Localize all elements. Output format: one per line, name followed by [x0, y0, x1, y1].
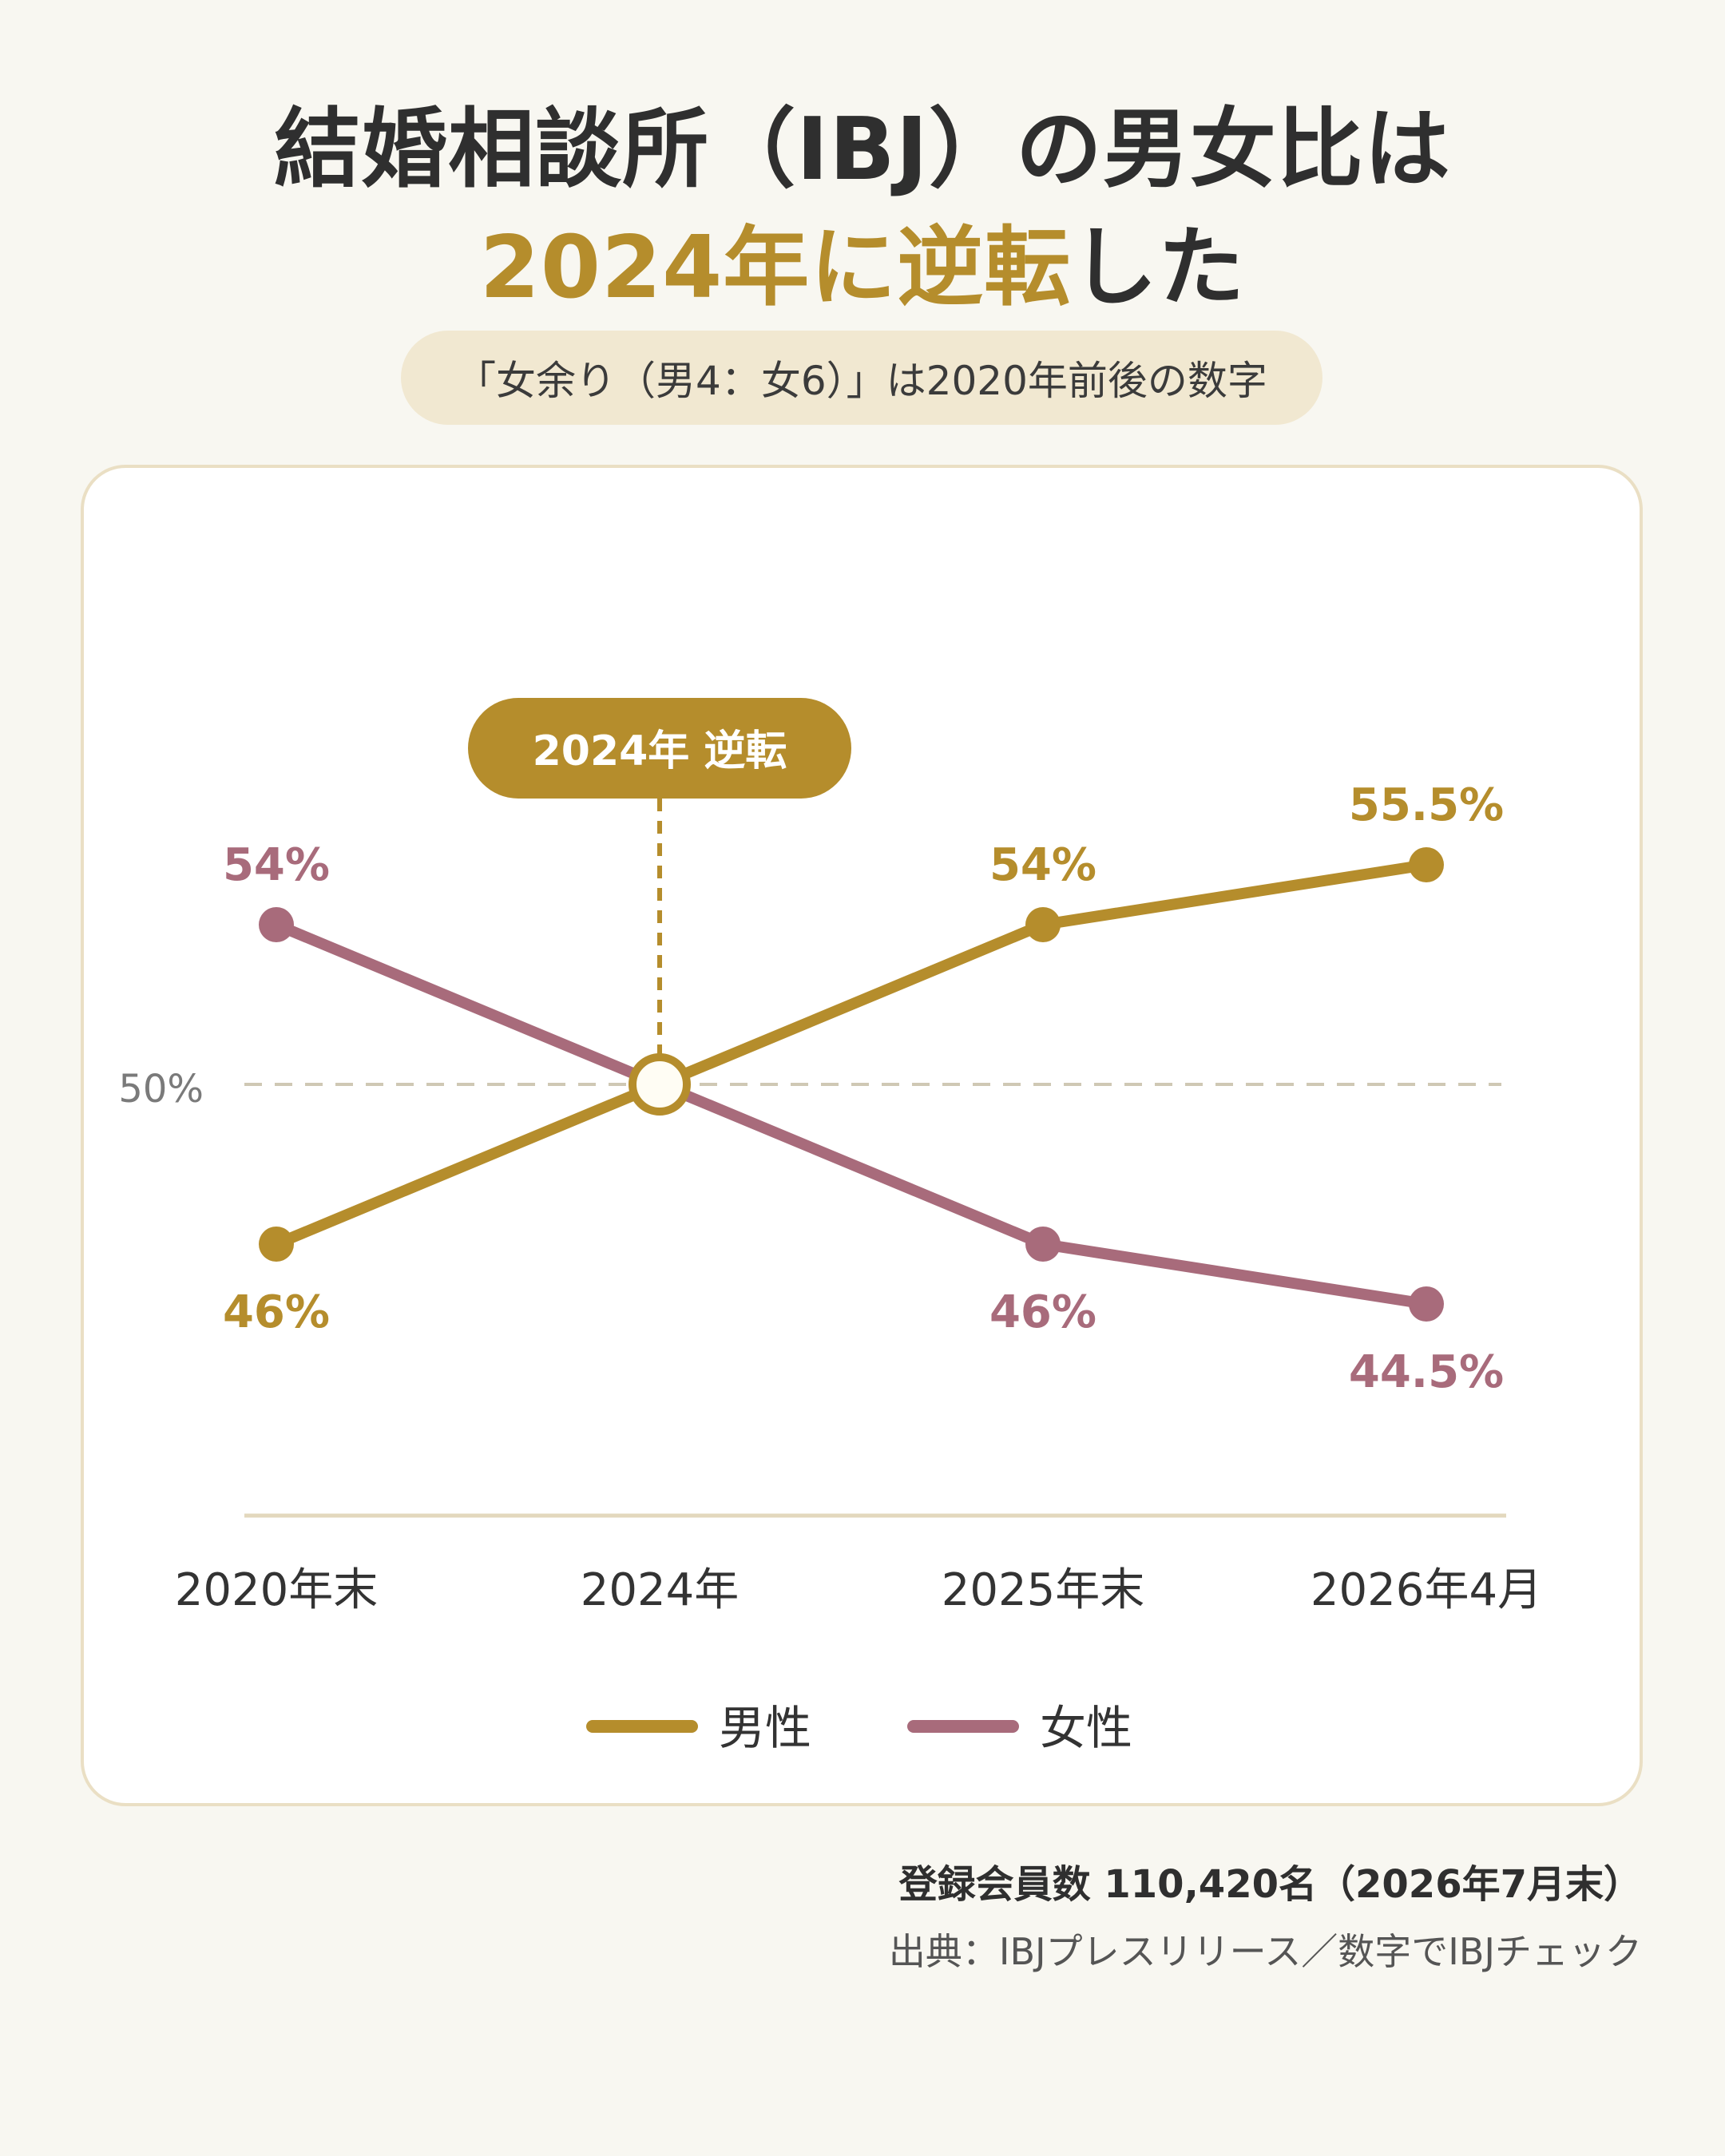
- chart-title-line1: 結婚相談所（IBJ）の男女比は: [274, 100, 1451, 200]
- chart-card: [81, 465, 1643, 1806]
- x-tick-label: 2025年末: [942, 1564, 1145, 1616]
- member-count-note: 登録会員数 110,420名（2026年7月末）: [898, 1862, 1642, 1907]
- annotation-pill: [468, 698, 851, 799]
- data-label-male: 55.5%: [1349, 779, 1504, 831]
- data-point-male: [259, 1227, 294, 1262]
- data-label-female: 54%: [223, 839, 330, 891]
- legend-label-male: 男性: [719, 1701, 811, 1755]
- data-label-male: 54%: [989, 839, 1096, 891]
- subtitle-pill: 「女余り（男4：女6）」は2020年前後の数字: [401, 331, 1322, 425]
- annotation-text: 2024年 逆転: [533, 727, 787, 775]
- source-note: 出典：IBJプレスリリース／数字でIBJチェック: [888, 1930, 1642, 1973]
- x-tick-label: 2024年: [581, 1564, 740, 1616]
- reference-label-50: 50%: [118, 1067, 204, 1112]
- data-label-female: 44.5%: [1349, 1346, 1504, 1398]
- chart-title-rest: した: [1071, 218, 1246, 318]
- crossover-marker: [629, 1053, 691, 1116]
- data-point-female: [1409, 1286, 1444, 1322]
- data-label-male: 46%: [223, 1286, 330, 1338]
- subtitle-text: 「女余り（男4：女6）」は2020年前後の数字: [456, 358, 1267, 404]
- chart-title-line2: 2024年に逆転した: [0, 198, 1725, 323]
- series-line-female: [271, 919, 1432, 1310]
- data-point-female: [1025, 1227, 1061, 1262]
- data-label-female: 46%: [989, 1286, 1096, 1338]
- data-point-male: [1025, 907, 1061, 942]
- data-point-male: [1409, 847, 1444, 882]
- series-line-male: [271, 859, 1432, 1250]
- data-point-female: [259, 907, 294, 942]
- legend-label-female: 女性: [1040, 1701, 1132, 1755]
- chart-title-accent: 2024年に逆転: [479, 218, 1072, 318]
- x-tick-label: 2020年末: [175, 1564, 379, 1616]
- x-tick-label: 2026年4月: [1311, 1564, 1542, 1616]
